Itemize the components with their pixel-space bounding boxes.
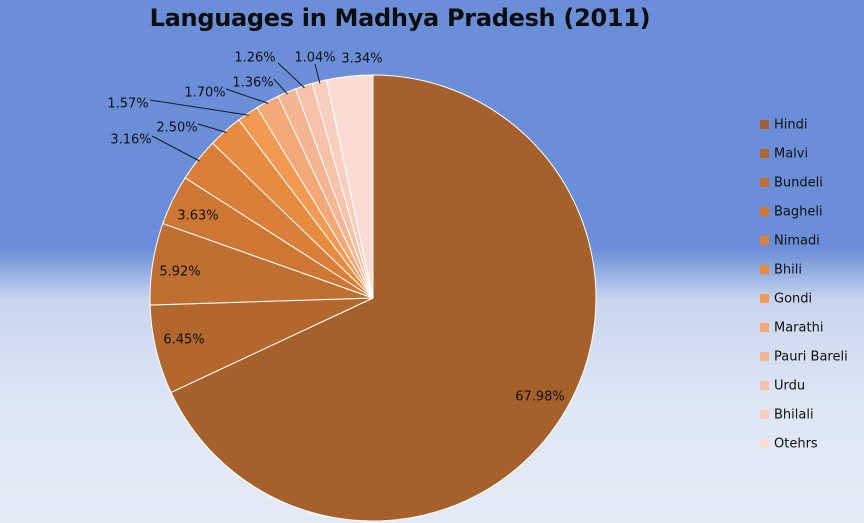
legend-entry-nimadi: Nimadi [774,234,820,249]
data-label-nimadi: 3.16% [110,133,151,148]
legend-entry-bhilali: Bhilali [774,408,814,423]
data-label-urdu: 1.26% [234,51,275,66]
legend-entry-otehrs: Otehrs [774,437,818,452]
legend-swatch-nimadi [760,236,769,245]
leader-line-nimadi [151,135,200,162]
legend-entry-bagheli: Bagheli [774,205,823,220]
pie-slice-hindi [170,74,597,522]
legend-swatch-marathi [760,323,769,332]
data-label-malvi: 6.45% [163,333,204,348]
legend-swatch-bhili [760,265,769,274]
legend-entry-gondi: Gondi [774,292,812,307]
leader-line-gondi [149,99,249,116]
legend-entry-marathi: Marathi [774,321,823,336]
legend-entry-malvi: Malvi [774,147,808,162]
legend-swatch-pauri-bareli [760,352,769,361]
legend-swatch-malvi [760,149,769,158]
legend-swatch-bagheli [760,207,769,216]
data-label-pauri-bareli: 1.36% [232,76,273,91]
data-label-bundeli: 5.92% [159,265,200,280]
pie-slice-otehrs [325,74,374,299]
data-label-bagheli: 3.63% [177,209,218,224]
legend-swatch-otehrs [760,439,769,448]
legend-swatch-bhilali [760,410,769,419]
data-label-bhilali: 1.04% [294,51,335,66]
chart-title: Languages in Madhya Pradesh (2011) [149,4,651,32]
data-label-bhili: 2.50% [156,121,197,136]
data-label-hindi: 67.98% [515,390,565,405]
leader-line-marathi [225,88,269,104]
data-label-otehrs: 3.34% [341,52,382,67]
legend-swatch-hindi [760,120,769,129]
leader-line-pauri-bareli [273,78,288,95]
data-label-marathi: 1.70% [184,86,225,101]
legend-entry-bhili: Bhili [774,263,802,278]
legend-entry-urdu: Urdu [774,379,805,394]
legend-swatch-urdu [760,381,769,390]
legend-entry-pauri-bareli: Pauri Bareli [774,350,848,365]
legend-entry-hindi: Hindi [774,118,808,133]
leader-line-bhilali [314,63,321,84]
data-label-gondi: 1.57% [107,97,148,112]
legend-swatch-gondi [760,294,769,303]
legend-swatch-bundeli [760,178,769,187]
legend-entry-bundeli: Bundeli [774,176,823,191]
leader-line-bhili [197,123,227,133]
leader-line-urdu [277,62,305,89]
